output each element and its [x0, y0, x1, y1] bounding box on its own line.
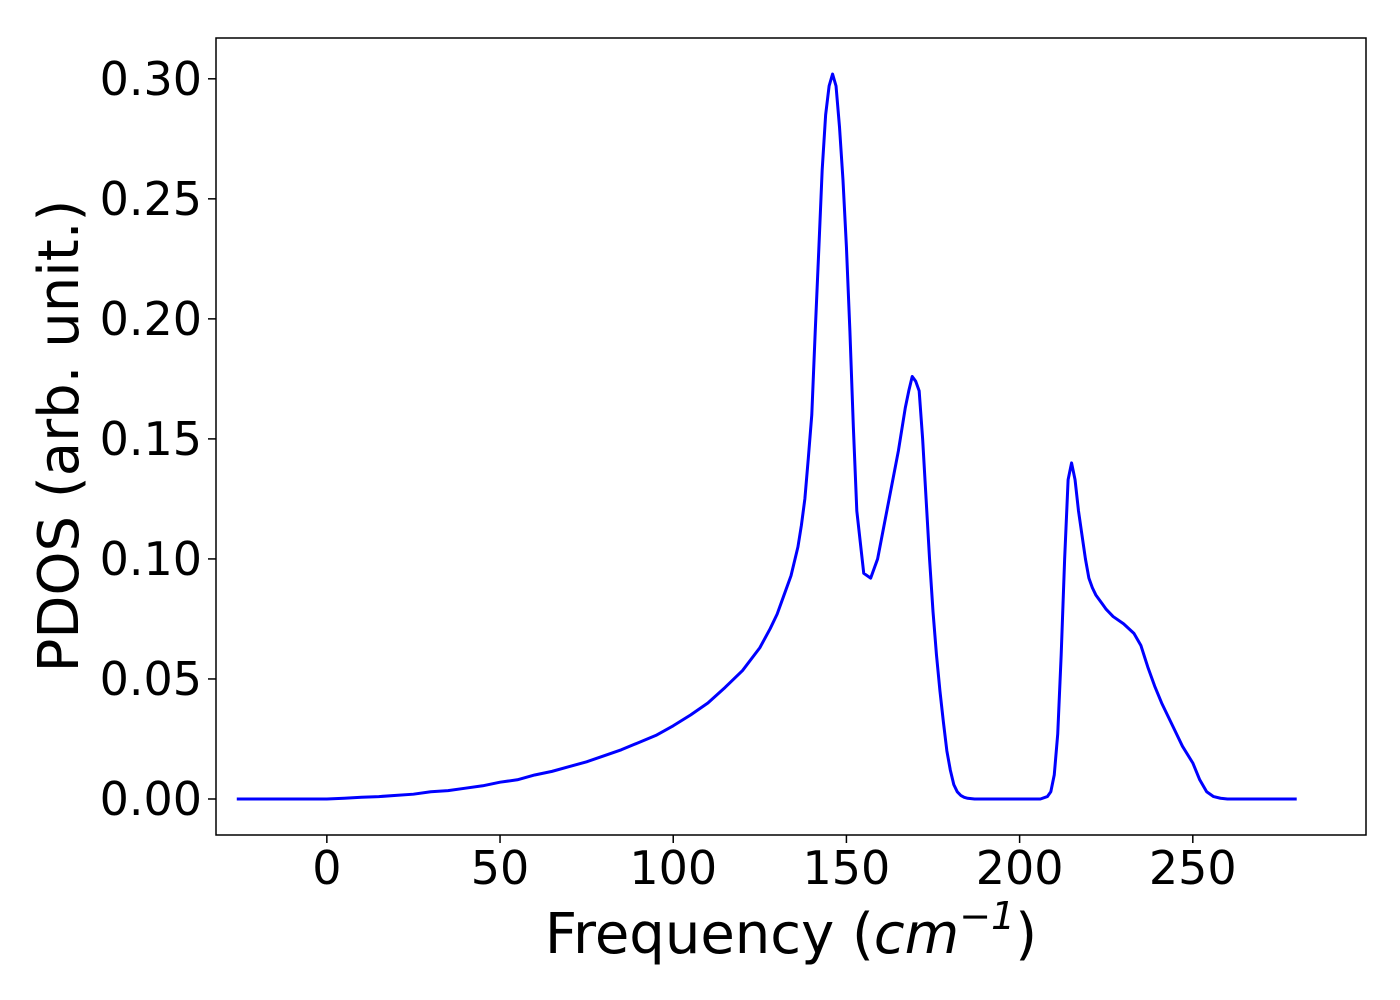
pdos-series-line — [236, 72, 1297, 801]
x-tick-label: 50 — [471, 841, 530, 895]
x-tick-label: 0 — [312, 841, 341, 895]
y-tick-label: 0.05 — [100, 652, 202, 706]
x-tick-label: 100 — [629, 841, 717, 895]
y-tick-label: 0.15 — [100, 412, 202, 466]
y-axis-ticks: 0.00 0.05 0.10 0.15 0.20 0.25 0.30 — [100, 52, 216, 826]
x-tick-label: 150 — [803, 841, 891, 895]
x-tick-label: 250 — [1149, 841, 1237, 895]
y-axis-label: PDOS (arb. unit.) — [27, 200, 92, 673]
axes-frame — [215, 37, 1367, 836]
x-tick-label: 200 — [976, 841, 1064, 895]
y-tick-label: 0.00 — [100, 772, 202, 826]
y-tick-label: 0.10 — [100, 532, 202, 586]
plot-area — [215, 37, 1367, 836]
y-tick-label: 0.30 — [100, 52, 202, 106]
x-axis-label: Frequency (cm−1) — [545, 894, 1037, 967]
x-axis-ticks: 0 50 100 150 200 250 — [312, 835, 1237, 895]
y-tick-label: 0.20 — [100, 292, 202, 346]
y-tick-label: 0.25 — [100, 172, 202, 226]
